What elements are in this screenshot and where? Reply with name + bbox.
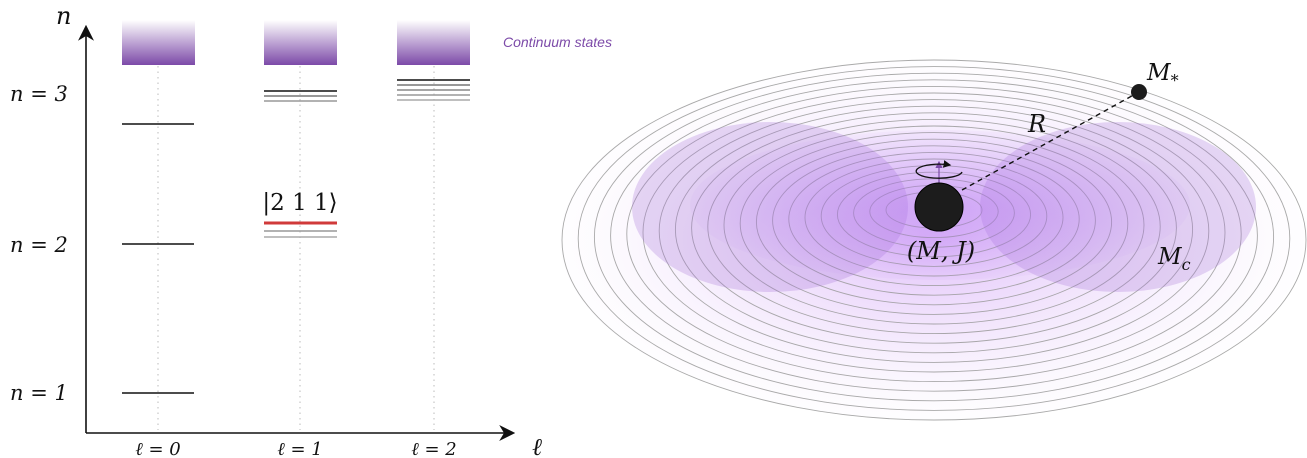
orbit-ring xyxy=(626,85,1242,383)
spectrum-panel: n ℓ n = 3 n = 2 n = 1 ℓ = 0 ℓ = 1 ℓ = 2 … xyxy=(10,2,612,458)
companion-label: M* xyxy=(1146,60,1179,90)
y-axis-label: n xyxy=(56,2,71,30)
orbit-ring xyxy=(593,72,1275,402)
n-label-2: n = 2 xyxy=(10,233,68,257)
l-label-1: ℓ = 1 xyxy=(277,439,322,458)
separation-label: R xyxy=(1027,110,1046,138)
black-hole xyxy=(914,182,964,232)
orbit-ring xyxy=(610,79,1258,392)
continuum-block-l1 xyxy=(264,20,337,65)
n-label-3: n = 3 xyxy=(10,82,68,106)
spin-rotation-icon xyxy=(915,160,963,179)
l-label-2: ℓ = 2 xyxy=(411,439,456,458)
orbit-ring xyxy=(674,105,1194,354)
continuum-block-l0 xyxy=(122,20,195,65)
levels-n3-l1 xyxy=(264,90,337,102)
system-panel: R (M, J) M* Mc xyxy=(560,59,1307,421)
levels-n3-l2 xyxy=(397,79,470,101)
continuum-label: Continuum states xyxy=(503,34,612,50)
x-axis-label: ℓ xyxy=(532,433,542,458)
orbit-ring xyxy=(577,66,1291,411)
separation-line xyxy=(961,91,1140,191)
levels-n2-l1 xyxy=(264,221,337,238)
orbit-ring xyxy=(658,99,1210,363)
l-label-0: ℓ = 0 xyxy=(135,439,180,458)
orbit-ring xyxy=(642,92,1226,373)
continuum-block-l2 xyxy=(397,20,470,65)
orbit-ring xyxy=(561,59,1307,421)
n-label-1: n = 1 xyxy=(10,381,68,405)
black-hole-label: (M, J) xyxy=(907,237,975,265)
companion xyxy=(1131,84,1147,100)
state-211-label: |2 1 1⟩ xyxy=(262,190,337,216)
